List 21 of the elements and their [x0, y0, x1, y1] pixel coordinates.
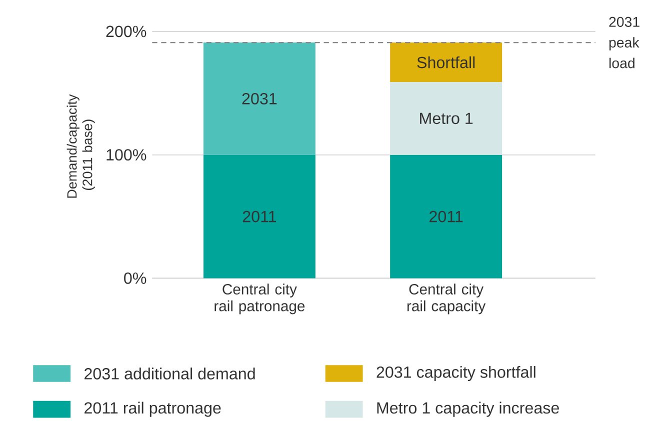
bar	[390, 154, 502, 278]
annotation: 2011	[242, 210, 276, 222]
legend-label: 2011 rail patronage	[84, 402, 221, 417]
y-tick-label: 0%	[124, 272, 146, 284]
ref-line-label: 2031 peak load	[609, 16, 640, 68]
bar	[203, 154, 316, 278]
y-tick-label: 200%	[106, 26, 146, 38]
x-tick-label: Central city rail capacity	[407, 284, 486, 314]
bar	[390, 82, 502, 155]
y-tick-label: 100%	[106, 149, 146, 161]
legend-label: 2031 capacity shortfall	[376, 366, 536, 382]
annotation: Shortfall	[417, 56, 475, 68]
annotation: 2031	[242, 93, 277, 104]
annotation: Metro 1	[420, 112, 473, 124]
y-axis-title: Demand/capacity (2011 base)	[66, 94, 95, 198]
annotation: 2011	[430, 210, 463, 222]
x-tick-label: Central city rail patronage	[214, 284, 305, 314]
bar	[203, 42, 316, 155]
bar	[390, 42, 502, 82]
legend-label: 2031 additional demand	[84, 368, 255, 380]
legend-label: Metro 1 capacity increase	[377, 402, 559, 417]
